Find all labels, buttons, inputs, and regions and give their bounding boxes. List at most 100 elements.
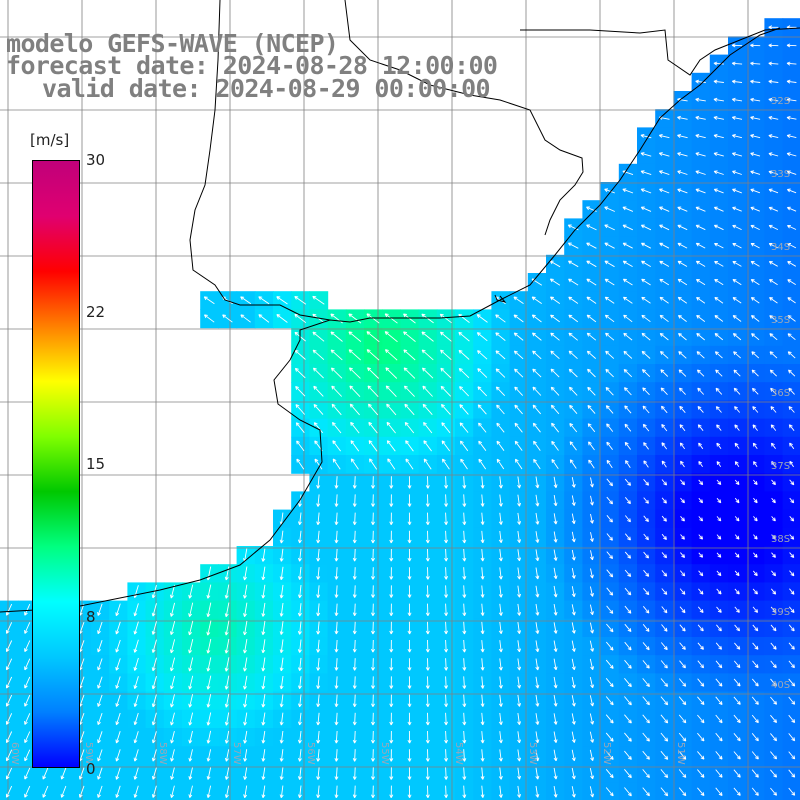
wind-arrow	[624, 732, 632, 742]
wind-arrow	[462, 621, 467, 635]
wind-arrow	[695, 260, 706, 267]
wind-arrow	[407, 785, 412, 799]
wind-arrow	[169, 620, 176, 636]
wind-arrow	[677, 278, 688, 286]
wind-arrow	[279, 712, 284, 726]
wind-arrow	[115, 767, 121, 780]
wind-arrow	[622, 260, 633, 267]
wind-arrow	[334, 512, 339, 526]
wind-arrow	[444, 676, 449, 689]
wind-arrow	[222, 314, 233, 323]
wind-arrow	[768, 115, 779, 120]
wind-arrow	[770, 714, 778, 724]
wind-arrow	[352, 785, 357, 799]
wind-arrow	[568, 260, 579, 268]
wind-arrow	[517, 713, 522, 725]
wind-arrow	[679, 642, 686, 650]
wind-arrow	[407, 603, 412, 617]
wind-arrow	[133, 639, 139, 653]
wind-arrow	[698, 534, 704, 540]
wind-arrow	[787, 297, 796, 304]
wind-arrow	[769, 333, 778, 341]
wind-arrow	[407, 767, 412, 780]
wind-arrow	[242, 620, 248, 636]
wind-arrow	[643, 497, 649, 504]
wind-arrow	[151, 785, 157, 798]
wind-arrow	[407, 676, 412, 689]
wind-arrow	[770, 769, 778, 778]
wind-speed-cell	[782, 364, 800, 383]
wind-arrow	[661, 423, 668, 432]
wind-arrow	[425, 585, 430, 598]
longitude-label: 58W	[157, 742, 168, 765]
wind-arrow	[698, 588, 704, 595]
wind-arrow	[206, 730, 212, 744]
wind-arrow	[624, 696, 632, 706]
wind-arrow	[589, 604, 594, 616]
wind-arrow	[550, 350, 560, 360]
wind-arrow	[771, 461, 776, 468]
wind-arrow	[261, 620, 266, 636]
wind-arrow	[422, 403, 433, 415]
wind-arrow	[604, 296, 615, 304]
wind-speed-cell	[691, 782, 711, 800]
wind-arrow	[643, 515, 649, 523]
wind-arrow	[425, 530, 430, 544]
wind-arrow	[641, 278, 651, 286]
wind-arrow	[513, 332, 524, 341]
wind-arrow	[696, 351, 705, 359]
wind-arrow	[151, 749, 157, 762]
wind-arrow	[5, 622, 13, 634]
wind-arrow	[604, 188, 615, 194]
wind-speed-cell	[782, 527, 800, 547]
wind-arrow	[606, 496, 614, 505]
wind-arrow	[498, 549, 503, 562]
wind-arrow	[770, 733, 778, 742]
wind-arrow	[517, 494, 522, 507]
wind-arrow	[151, 657, 157, 672]
wind-arrow	[733, 751, 741, 760]
wind-arrow	[480, 549, 485, 562]
wind-arrow	[367, 403, 379, 416]
wind-arrow	[624, 587, 632, 596]
wind-arrow	[498, 567, 503, 580]
wind-arrow	[24, 785, 31, 798]
wind-arrow	[750, 206, 760, 212]
wind-arrow	[440, 349, 452, 361]
wind-arrow	[716, 497, 722, 504]
wind-arrow	[733, 660, 741, 669]
wind-arrow	[549, 260, 561, 268]
wind-arrow	[623, 387, 632, 396]
wind-arrow	[517, 785, 522, 798]
wind-arrow	[532, 404, 542, 415]
wind-arrow	[224, 657, 230, 672]
wind-speed-cell	[782, 291, 800, 310]
wind-arrow	[624, 423, 632, 432]
wind-arrow	[697, 696, 705, 706]
wind-arrow	[532, 368, 542, 378]
wind-arrow	[348, 349, 362, 361]
wind-arrow	[316, 621, 321, 635]
colorbar-tick-22: 22	[86, 303, 106, 321]
wind-arrow	[733, 369, 741, 377]
wind-arrow	[462, 785, 467, 799]
wind-arrow	[642, 387, 650, 396]
wind-arrow	[677, 206, 688, 212]
wind-speed-cell	[782, 327, 800, 347]
wind-arrow	[752, 642, 759, 650]
wind-arrow	[623, 332, 633, 341]
wind-arrow	[5, 749, 13, 762]
wind-arrow	[731, 115, 743, 120]
wind-arrow	[716, 516, 722, 522]
wind-arrow	[478, 458, 487, 470]
wind-arrow	[535, 749, 540, 762]
wind-arrow	[517, 603, 522, 616]
wind-arrow	[444, 621, 449, 635]
wind-arrow	[587, 368, 596, 378]
wind-arrow	[678, 351, 687, 359]
wind-arrow	[696, 278, 706, 286]
wind-arrow	[697, 387, 705, 395]
wind-arrow	[677, 188, 688, 194]
wind-arrow	[535, 494, 540, 507]
wind-arrow	[750, 297, 760, 304]
